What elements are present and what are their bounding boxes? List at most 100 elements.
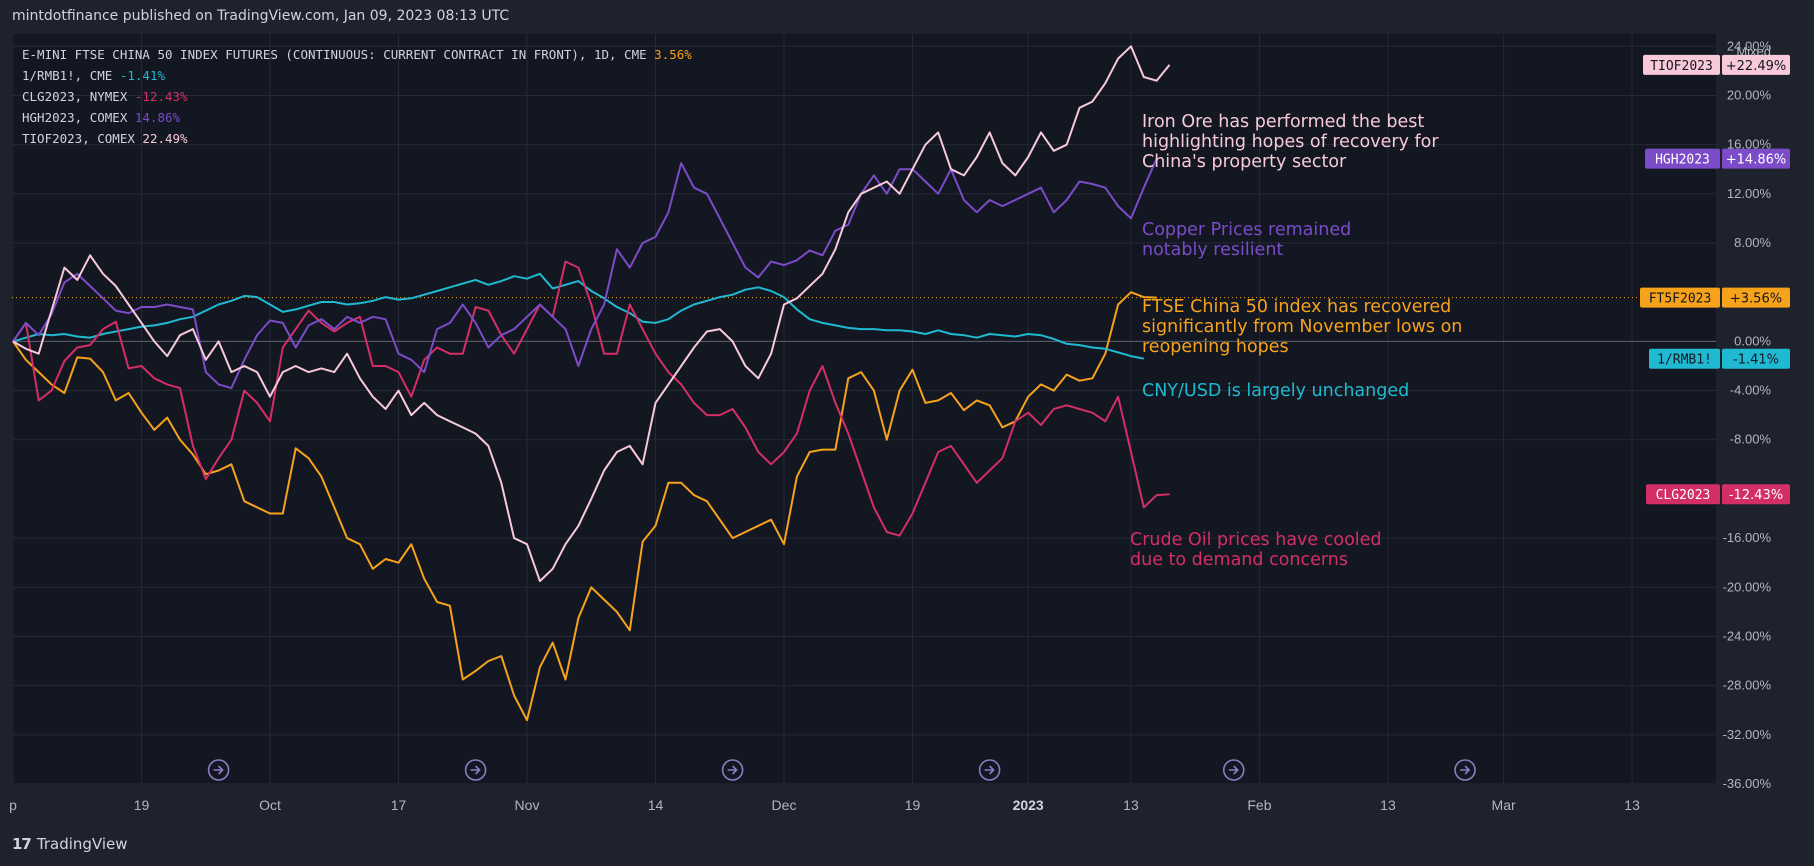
event-marker-arrow bbox=[1228, 765, 1239, 775]
event-marker-ring bbox=[978, 759, 1001, 781]
price-tag-name: TIOF2023 bbox=[1650, 59, 1713, 74]
legend-iron-name: TIOF2023, COMEX bbox=[22, 131, 135, 146]
event-markers[interactable] bbox=[207, 759, 1476, 781]
annotation-line: Iron Ore has performed the best bbox=[1142, 112, 1424, 132]
legend-ftse-value: 3.56% bbox=[654, 47, 692, 62]
annotation-line: Crude Oil prices have cooled bbox=[1130, 530, 1382, 550]
legend-cny-value: -1.41% bbox=[119, 68, 165, 83]
y-tick-label: 24.00% bbox=[1727, 38, 1772, 53]
price-tag-tiof2023[interactable]: TIOF2023 +22.49% bbox=[1643, 54, 1790, 75]
annotation-note[interactable]: FTSE China 50 index has recoveredsignifi… bbox=[1142, 297, 1462, 357]
y-tick-label: -28.00% bbox=[1723, 678, 1772, 693]
annotation-line: due to demand concerns bbox=[1130, 550, 1348, 570]
x-tick-label: 13 bbox=[1123, 797, 1139, 813]
price-tag-value-box bbox=[1722, 54, 1790, 75]
event-marker-icon[interactable] bbox=[1222, 759, 1245, 781]
legend-iron[interactable]: TIOF2023, COMEX 22.49% bbox=[22, 128, 692, 149]
published-header: mintdotfinance published on TradingView.… bbox=[12, 8, 510, 24]
annotation-line: notably resilient bbox=[1142, 240, 1283, 260]
legend-crude[interactable]: CLG2023, NYMEX -12.43% bbox=[22, 86, 692, 107]
event-marker-arrow bbox=[213, 765, 224, 775]
legend-copper[interactable]: HGH2023, COMEX 14.86% bbox=[22, 107, 692, 128]
event-marker-icon[interactable] bbox=[1454, 759, 1476, 781]
price-tag-value-box bbox=[1722, 287, 1790, 308]
price-tag-name-box bbox=[1646, 484, 1720, 505]
x-tick-label: Nov bbox=[515, 797, 540, 813]
price-tag-name-box bbox=[1645, 148, 1720, 169]
event-marker-arrow bbox=[470, 765, 481, 775]
series-line-hgh2023[interactable] bbox=[12, 158, 1158, 390]
tradingview-logo-icon[interactable]: 𝟭𝟳 bbox=[12, 835, 32, 853]
price-tag-value: -12.43% bbox=[1729, 488, 1783, 503]
plot-area[interactable] bbox=[12, 34, 1716, 784]
x-tick-label: 14 bbox=[648, 797, 664, 813]
price-tag-1rmb1[interactable]: 1/RMB1! -1.41% bbox=[1649, 348, 1790, 369]
x-tick-label: p bbox=[9, 797, 17, 813]
y-tick-label: -36.00% bbox=[1723, 776, 1772, 791]
x-tick-label: 19 bbox=[134, 797, 150, 813]
price-tag-value-box bbox=[1722, 148, 1790, 169]
legend-ftse[interactable]: E-MINI FTSE CHINA 50 INDEX FUTURES (CONT… bbox=[22, 44, 692, 65]
y-tick-label: 8.00% bbox=[1734, 235, 1771, 250]
y-tick-label: 12.00% bbox=[1727, 186, 1772, 201]
event-marker-icon[interactable] bbox=[207, 759, 230, 781]
x-tick-label: Feb bbox=[1247, 797, 1271, 813]
x-tick-label: 2023 bbox=[1013, 797, 1044, 813]
price-tag-name: CLG2023 bbox=[1656, 488, 1711, 503]
x-axis[interactable]: p 19 Oct 17 Nov 14 Dec 19 2023 13 Feb 13 Mar 13 bbox=[9, 797, 1640, 813]
legend-iron-value: 22.49% bbox=[142, 131, 188, 146]
event-marker-arrow bbox=[727, 765, 738, 775]
tradingview-brand[interactable]: TradingView bbox=[36, 835, 128, 853]
legend-copper-name: HGH2023, COMEX bbox=[22, 110, 128, 125]
price-tag-name-box bbox=[1649, 348, 1720, 369]
legend-cny-name: 1/RMB1!, CME bbox=[22, 68, 113, 83]
annotation-line: significantly from November lows on bbox=[1142, 317, 1462, 337]
annotation-note[interactable]: Iron Ore has performed the besthighlight… bbox=[1142, 112, 1439, 172]
price-tag-value-box bbox=[1722, 348, 1790, 369]
price-tag-hgh2023[interactable]: HGH2023 +14.86% bbox=[1645, 148, 1790, 169]
price-tag-name: 1/RMB1! bbox=[1657, 353, 1712, 368]
legend-copper-value: 14.86% bbox=[134, 110, 181, 125]
legend-cny[interactable]: 1/RMB1!, CME -1.41% bbox=[22, 65, 692, 86]
annotation-line: reopening hopes bbox=[1142, 337, 1289, 357]
y-tick-label: -32.00% bbox=[1723, 727, 1772, 742]
y-tick-label: -24.00% bbox=[1723, 628, 1772, 643]
event-marker-icon[interactable] bbox=[464, 759, 487, 781]
price-tag-value: +14.86% bbox=[1726, 153, 1786, 168]
x-tick-label: Dec bbox=[772, 797, 797, 813]
event-marker-arrow bbox=[1460, 765, 1471, 775]
price-tag-value-box bbox=[1722, 484, 1790, 505]
event-marker-ring bbox=[1454, 759, 1476, 781]
y-axis[interactable]: 24.00% 20.00% 16.00% 12.00% 8.00% 0.00% -4.00%… bbox=[1723, 38, 1772, 791]
y-tick-label: 20.00% bbox=[1727, 87, 1772, 102]
series-line-tiof2023[interactable] bbox=[12, 45, 1171, 583]
legend-crude-name: CLG2023, NYMEX bbox=[22, 89, 128, 104]
price-tag-ft5f2023[interactable]: FT5F2023 +3.56% bbox=[1640, 287, 1790, 308]
event-marker-ring bbox=[207, 759, 230, 781]
event-marker-arrow bbox=[984, 765, 995, 775]
event-marker-ring bbox=[1222, 759, 1245, 781]
annotation-note[interactable]: CNY/USD is largely unchanged bbox=[1142, 381, 1409, 401]
event-marker-icon[interactable] bbox=[978, 759, 1001, 781]
y-tick-label: -8.00% bbox=[1730, 432, 1772, 447]
series-line-clg2023[interactable] bbox=[12, 260, 1170, 537]
event-marker-icon[interactable] bbox=[721, 759, 744, 781]
price-tag-value: +22.49% bbox=[1726, 59, 1786, 74]
annotation-line: CNY/USD is largely unchanged bbox=[1142, 381, 1409, 401]
price-tag-name-box bbox=[1640, 287, 1720, 308]
y-tick-label: -20.00% bbox=[1723, 579, 1772, 594]
annotation-line: China's property sector bbox=[1142, 152, 1347, 172]
x-tick-label: Mar bbox=[1492, 797, 1516, 813]
price-tag-name-box bbox=[1643, 54, 1720, 75]
x-tick-label: Oct bbox=[259, 797, 281, 813]
price-tag-name: FT5F2023 bbox=[1649, 292, 1712, 307]
series-line-1rmb1[interactable] bbox=[12, 272, 1144, 360]
event-marker-ring bbox=[721, 759, 744, 781]
price-tag-name: HGH2023 bbox=[1655, 153, 1710, 168]
x-tick-label: 13 bbox=[1380, 797, 1396, 813]
x-tick-label: 13 bbox=[1624, 797, 1640, 813]
price-tag-clg2023[interactable]: CLG2023 -12.43% bbox=[1646, 484, 1790, 505]
